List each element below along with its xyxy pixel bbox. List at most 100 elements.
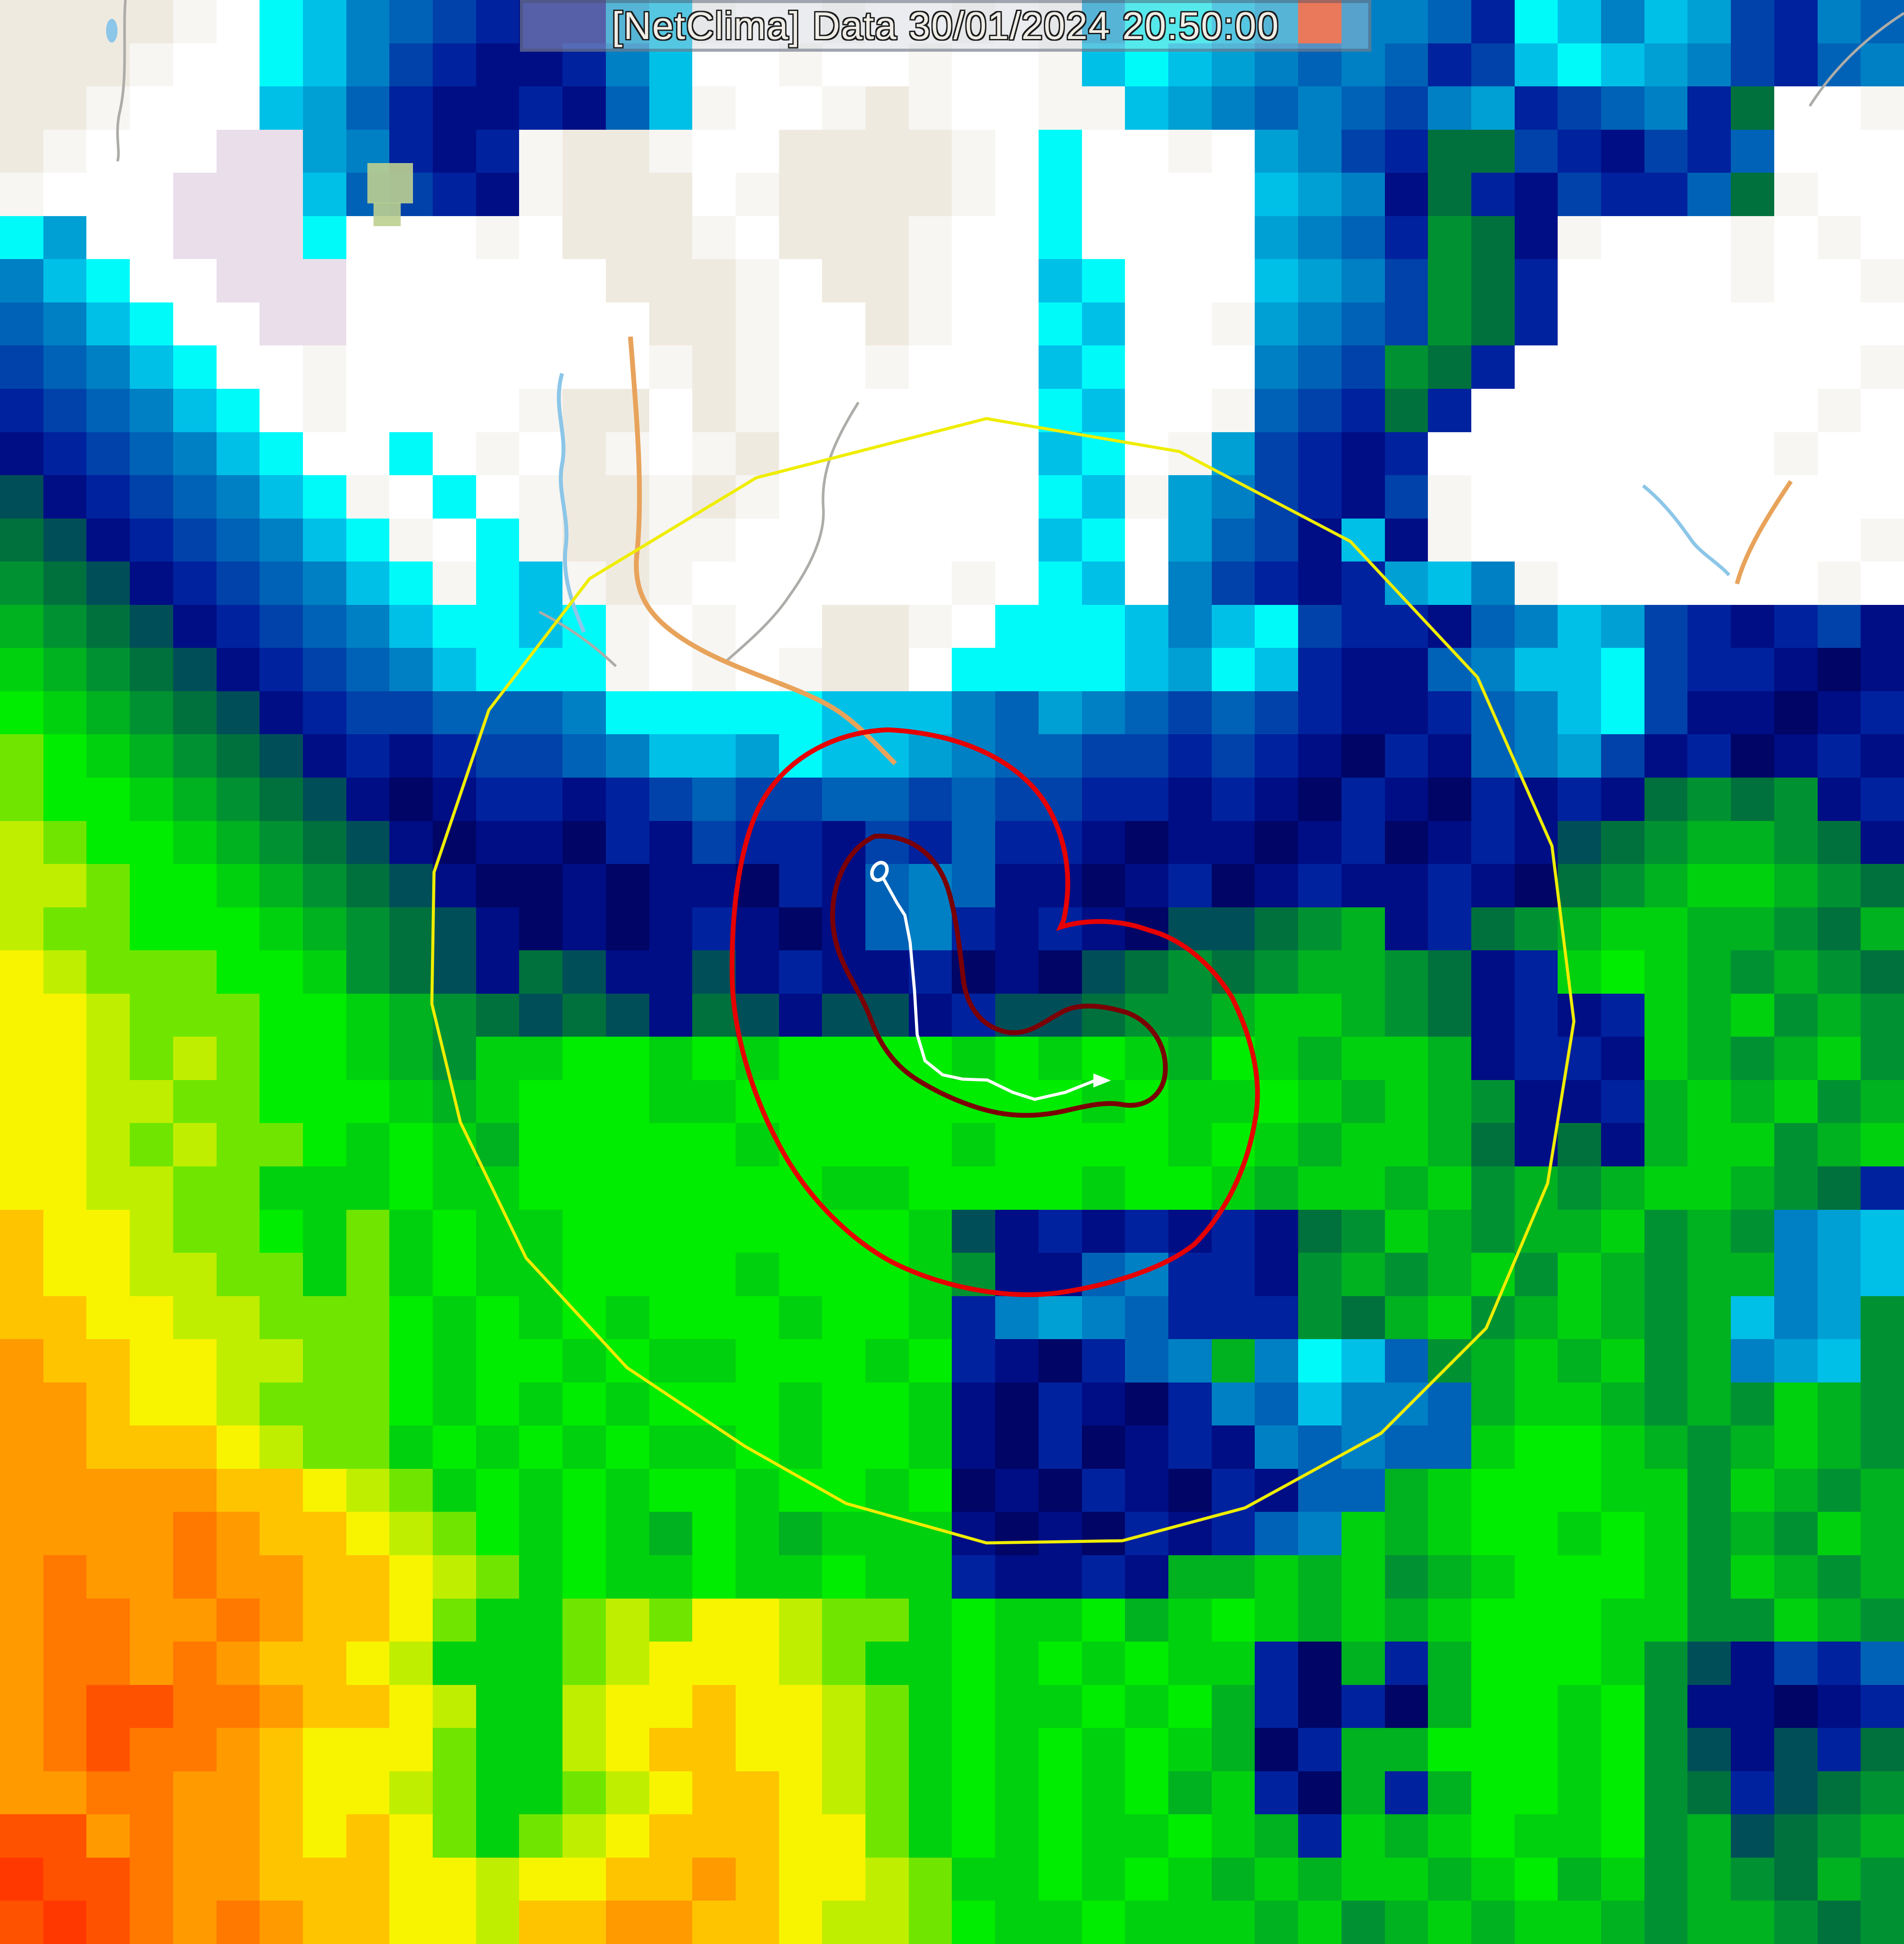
grid-cell [952, 1296, 996, 1340]
grid-cell [1514, 345, 1558, 389]
grid-cell [1687, 1080, 1731, 1123]
grid-cell [1731, 1857, 1774, 1901]
grid-cell [1298, 604, 1342, 648]
grid-cell [1038, 1685, 1082, 1728]
grid-cell [173, 1771, 217, 1815]
grid-cell [476, 691, 520, 735]
grid-cell [822, 1037, 866, 1080]
grid-cell [216, 1166, 260, 1210]
grid-cell [605, 43, 649, 87]
grid-cell [1255, 129, 1299, 173]
grid-cell [389, 1685, 433, 1728]
grid-cell [1514, 604, 1558, 648]
grid-cell [952, 778, 996, 821]
grid-cell [433, 518, 476, 562]
grid-cell [995, 950, 1039, 994]
grid-cell [1861, 345, 1904, 389]
grid-cell [692, 1857, 736, 1901]
grid-cell [1471, 1425, 1515, 1469]
grid-cell [86, 562, 130, 605]
grid-cell [605, 1512, 649, 1555]
grid-cell [1038, 562, 1082, 605]
grid-cell [346, 1814, 390, 1858]
grid-cell [476, 1814, 520, 1858]
grid-cell [1731, 1166, 1774, 1210]
grid-cell [692, 1425, 736, 1469]
grid-cell [0, 259, 43, 302]
grid-cell [1298, 389, 1342, 432]
grid-cell [1082, 1771, 1125, 1815]
grid-cell [1211, 648, 1255, 691]
grid-cell [1687, 129, 1731, 173]
grid-cell [1861, 86, 1904, 130]
grid-cell [1861, 1296, 1904, 1340]
grid-cell [1298, 1771, 1342, 1815]
grid-cell [346, 389, 390, 432]
grid-cell [130, 43, 173, 87]
grid-cell [1298, 302, 1342, 346]
grid-cell [735, 821, 779, 864]
grid-cell [1644, 1123, 1688, 1166]
grid-cell [649, 864, 693, 907]
grid-cell [173, 1468, 217, 1512]
grid-cell [1211, 1728, 1255, 1771]
grid-cell [476, 821, 520, 864]
grid-cell [1384, 173, 1428, 216]
grid-cell [1125, 1382, 1169, 1426]
grid-cell [1687, 1555, 1731, 1599]
grid-cell [173, 1857, 217, 1901]
grid-cell [1038, 302, 1082, 346]
grid-cell [1125, 1166, 1169, 1210]
grid-cell [1428, 389, 1471, 432]
grid-cell [1038, 1253, 1082, 1296]
grid-cell [822, 389, 866, 432]
grid-cell [649, 302, 693, 346]
grid-cell [735, 1555, 779, 1599]
grid-cell [692, 1901, 736, 1944]
grid-cell [1125, 1339, 1169, 1382]
grid-cell [1384, 1814, 1428, 1858]
grid-cell [865, 907, 909, 951]
grid-cell [173, 173, 217, 216]
grid-cell [1644, 1253, 1688, 1296]
grid-cell [519, 993, 563, 1037]
grid-cell [1601, 259, 1644, 302]
grid-cell [1082, 1080, 1125, 1123]
grid-cell [86, 1123, 130, 1166]
grid-cell [260, 1642, 303, 1685]
grid-cell [1428, 173, 1471, 216]
grid-cell [260, 345, 303, 389]
grid-cell [346, 1037, 390, 1080]
grid-cell [1211, 907, 1255, 951]
grid-cell [605, 1166, 649, 1210]
grid-cell [1861, 1555, 1904, 1599]
grid-cell [1298, 734, 1342, 778]
grid-cell [1255, 1037, 1299, 1080]
grid-cell [389, 1901, 433, 1944]
grid-cell [476, 1382, 520, 1426]
grid-cell [1731, 1080, 1774, 1123]
grid-cell [1384, 259, 1428, 302]
grid-cell [1774, 1296, 1818, 1340]
grid-cell [1471, 1382, 1515, 1426]
grid-cell [1082, 907, 1125, 951]
grid-cell [649, 1598, 693, 1642]
grid-cell [1125, 993, 1169, 1037]
grid-cell [1384, 389, 1428, 432]
grid-cell [1341, 432, 1385, 476]
grid-cell [86, 1253, 130, 1296]
grid-cell [303, 734, 346, 778]
grid-cell [476, 1339, 520, 1382]
grid-cell [1687, 691, 1731, 735]
grid-cell [0, 432, 43, 476]
grid-cell [779, 43, 822, 87]
grid-cell [130, 993, 173, 1037]
grid-cell [1211, 1512, 1255, 1555]
grid-cell [433, 1209, 476, 1253]
grid-cell [389, 604, 433, 648]
grid-cell [649, 216, 693, 259]
grid-cell [1168, 302, 1212, 346]
grid-cell [1687, 648, 1731, 691]
